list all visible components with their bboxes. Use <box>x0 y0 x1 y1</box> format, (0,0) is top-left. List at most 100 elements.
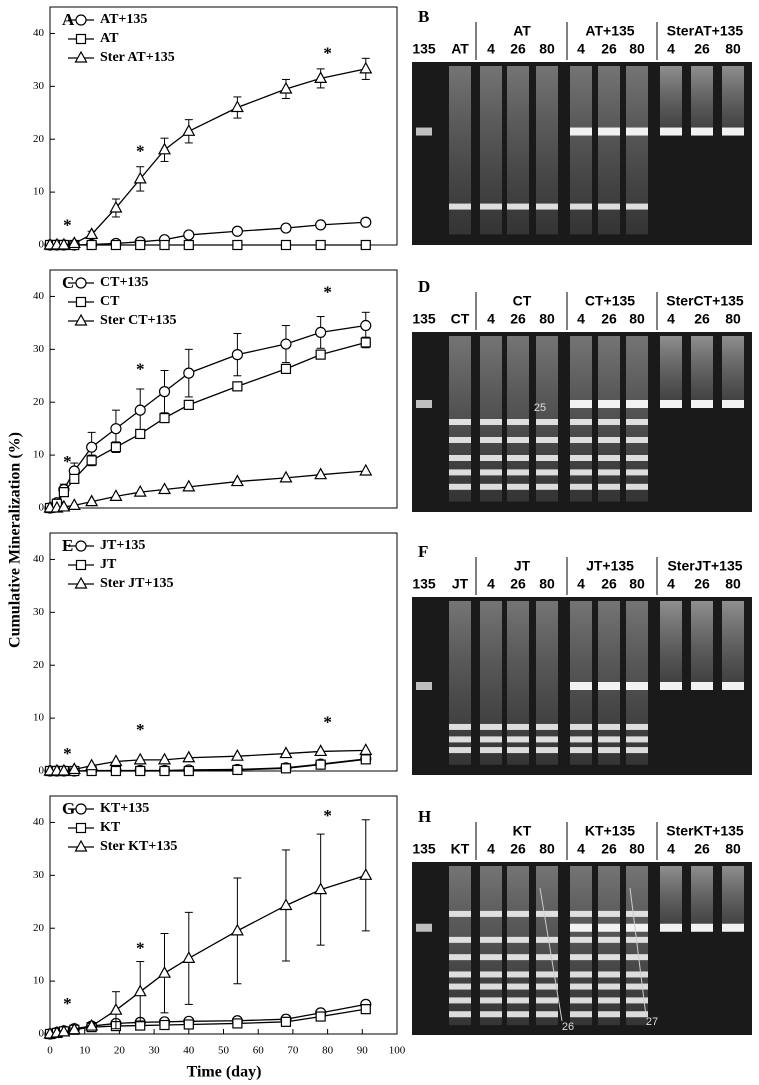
x-tick-label: 60 <box>253 1045 265 1057</box>
marker-triangle <box>359 61 373 74</box>
gel-band <box>449 954 471 961</box>
gel-band <box>722 400 744 408</box>
lane-label: 80 <box>539 841 555 857</box>
gel-band <box>570 469 592 476</box>
gel-smear <box>507 601 529 765</box>
marker-triangle <box>182 951 196 963</box>
annotation-leader <box>539 887 563 1022</box>
gel-band <box>626 400 648 408</box>
group-header: KT+135 <box>585 823 635 839</box>
gel-band <box>536 997 558 1004</box>
gel-smear <box>722 601 744 690</box>
marker-triangle <box>133 484 147 497</box>
marker-square <box>86 239 97 251</box>
y-tick-label: 0 <box>39 239 45 251</box>
marker-square <box>232 239 243 251</box>
marker-triangle <box>314 882 328 895</box>
gel-band <box>449 747 471 754</box>
gel-band <box>626 419 648 425</box>
legend-label: JT <box>100 557 117 572</box>
legend-marker <box>75 822 87 834</box>
band-annotation: 27 <box>646 1016 658 1028</box>
gel-band <box>536 419 558 425</box>
marker-triangle <box>314 71 328 84</box>
y-tick-label: 10 <box>33 186 45 198</box>
gel-band <box>626 455 648 461</box>
x-tick-label: 100 <box>389 1045 406 1057</box>
gel-smear <box>660 866 682 932</box>
gel-smear <box>691 66 713 136</box>
marker-square <box>183 765 194 777</box>
marker-triangle <box>230 100 244 113</box>
gel-smear <box>449 66 471 235</box>
gel-band <box>536 723 558 730</box>
gel-band <box>626 483 648 490</box>
marker-square <box>360 1004 371 1015</box>
lane-label: 4 <box>577 41 585 57</box>
legend-label: KT+135 <box>100 801 149 816</box>
gel-band <box>722 682 744 690</box>
legend-label: Ster KT+135 <box>100 839 177 854</box>
gel-band <box>570 203 592 210</box>
gel-band <box>570 736 592 743</box>
gel-band <box>536 747 558 754</box>
lane-label: 135 <box>412 576 436 592</box>
marker-triangle <box>133 752 147 765</box>
gel-band <box>507 971 529 978</box>
gel-band <box>507 723 529 730</box>
gel-band <box>598 203 620 210</box>
panel-label: D <box>418 277 430 296</box>
marker-triangle <box>182 479 196 492</box>
gel-band <box>660 127 682 136</box>
gel-band <box>449 419 471 425</box>
gel-band <box>570 936 592 943</box>
gel-band <box>536 910 558 917</box>
legend-label: JT+135 <box>100 538 145 553</box>
marker-triangle <box>279 470 293 483</box>
plot-frame <box>49 532 398 772</box>
significance-mark: * <box>136 938 145 957</box>
marker-triangle <box>314 467 328 480</box>
gel-band <box>626 437 648 443</box>
lane-label: AT <box>451 41 469 57</box>
gel-band <box>507 983 529 990</box>
gel-band <box>626 203 648 210</box>
gel-smear <box>660 66 682 136</box>
gel-band <box>598 419 620 425</box>
legend-label: Ster AT+135 <box>100 50 175 65</box>
legend-marker <box>75 296 87 308</box>
y-tick-label: 30 <box>33 869 45 881</box>
gel-band <box>536 203 558 210</box>
legend-marker <box>74 576 88 589</box>
marker-triangle <box>85 494 99 507</box>
marker-triangle <box>182 124 196 136</box>
marker-square <box>135 239 146 251</box>
gel-band <box>660 682 682 690</box>
marker-circle <box>183 367 195 379</box>
lane-label: 80 <box>539 311 555 327</box>
marker-circle <box>315 219 327 231</box>
group-header: SterCT+135 <box>666 293 744 309</box>
gel-band <box>626 997 648 1004</box>
group-header: SterJT+135 <box>667 558 742 574</box>
marker-triangle <box>359 743 373 755</box>
gel-band <box>570 983 592 990</box>
gel-band <box>660 923 682 932</box>
marker-triangle <box>157 482 172 495</box>
significance-mark: * <box>63 452 72 471</box>
marker-triangle <box>230 474 244 487</box>
gel-band <box>449 1011 471 1018</box>
marker-triangle <box>133 984 147 997</box>
lane-label: 4 <box>487 576 495 592</box>
lane-label: 80 <box>725 41 741 57</box>
gel-band <box>598 997 620 1004</box>
band-annotation: 26 <box>562 1021 574 1033</box>
marker-square <box>232 1018 243 1029</box>
annotation-leader <box>629 887 647 1017</box>
marker-square <box>280 239 292 251</box>
marker-triangle <box>157 965 172 978</box>
lane-label: 135 <box>412 41 436 57</box>
marker-triangle <box>67 498 81 510</box>
gel-band <box>598 936 620 943</box>
panel-label: F <box>418 542 428 561</box>
